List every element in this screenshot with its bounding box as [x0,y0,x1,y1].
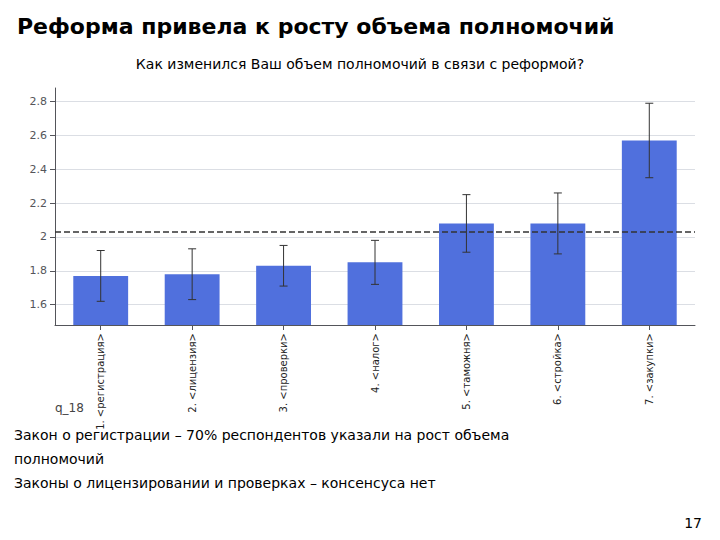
svg-text:Реформа привела к росту объема: Реформа привела к росту объема полномочи… [17,14,614,39]
svg-text:3. <проверки>: 3. <проверки> [278,333,289,412]
svg-text:q_18: q_18 [55,401,84,415]
svg-text:Как изменился Ваш объем полном: Как изменился Ваш объем полномочий в свя… [136,56,584,72]
svg-text:Закон о регистрации – 70% респ: Закон о регистрации – 70% респондентов у… [14,427,509,443]
svg-text:4. <налог>: 4. <налог> [370,333,381,393]
svg-text:2.4: 2.4 [30,163,48,176]
svg-text:2.6: 2.6 [30,129,48,142]
svg-text:2: 2 [40,230,47,243]
svg-text:7. <закупки>: 7. <закупки> [644,333,655,405]
svg-text:1. <регистрация>: 1. <регистрация> [95,333,106,430]
svg-text:Законы о лицензировании и пров: Законы о лицензировании и проверках – ко… [14,475,436,491]
svg-text:2.2: 2.2 [30,197,48,210]
svg-text:1.8: 1.8 [30,264,48,277]
svg-text:6. <стройка>: 6. <стройка> [552,333,563,405]
svg-text:2.8: 2.8 [30,95,48,108]
svg-text:1.6: 1.6 [30,298,48,311]
svg-text:5. <таможня>: 5. <таможня> [461,333,472,410]
svg-text:полномочий: полномочий [14,451,104,467]
svg-text:17: 17 [684,515,702,531]
svg-text:2. <лицензия>: 2. <лицензия> [187,333,198,413]
